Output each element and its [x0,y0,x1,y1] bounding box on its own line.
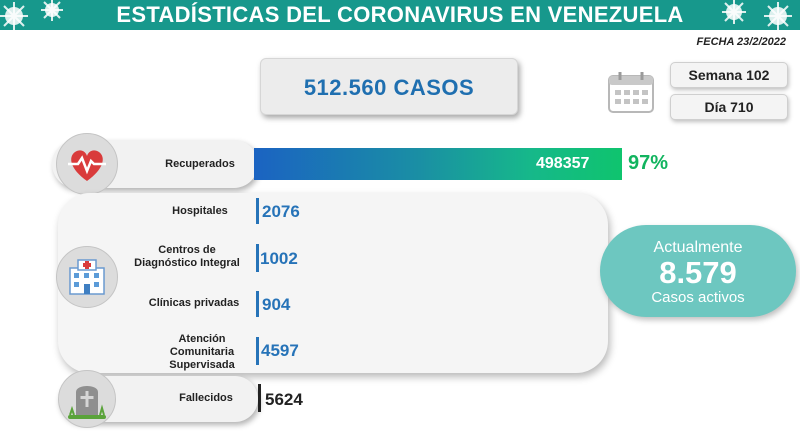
hospital-icon [69,259,105,295]
community-care-marker [256,337,259,365]
hospitals-value: 2076 [262,202,300,221]
facilities-panel [58,193,608,373]
cdi-value: 1002 [260,249,298,268]
active-cases-caption: Actualmente [653,239,743,256]
virus-icon-left [0,0,63,30]
recovered-percent: 97% [628,152,669,174]
cdi-label: Centros de Diagnóstico Integral [134,244,240,269]
recovered-label: Recuperados [165,158,235,170]
facilities-icon-circle [56,246,118,308]
deaths-marker [258,384,261,412]
active-cases-box: Actualmente 8.579 Casos activos [600,225,796,317]
recovered-value: 498357 [536,155,590,172]
total-cases-value: 512.560 CASOS [303,75,475,100]
private-clinics-label: Clínicas privadas [148,297,240,309]
hospitals-label: Hospitales [172,205,228,217]
cdi-marker [256,244,259,272]
community-care-label: Atención Comunitaria Supervisada [169,333,235,371]
heart-pulse-icon [68,150,106,181]
header-banner [0,0,800,30]
page-title: ESTADÍSTICAS DEL CORONAVIRUS EN VENEZUEL… [116,2,684,27]
week-badge: Semana 102 [670,62,788,88]
active-cases-number: 8.579 [659,255,737,290]
recovered-icon-circle [56,133,118,195]
total-cases-box: 512.560 CASOS [260,58,518,115]
calendar-icon [608,72,654,113]
active-cases-subtitle: Casos activos [651,289,745,306]
virus-icon-right [722,0,792,30]
deaths-label: Fallecidos [179,392,233,404]
hospitals-marker [256,198,259,224]
deaths-icon-circle [58,370,116,428]
report-date: FECHA 23/2/2022 [696,36,786,48]
private-clinics-value: 904 [262,295,291,314]
deaths-value: 5624 [265,390,303,409]
recovered-bar [254,148,622,180]
day-badge: Día 710 [670,94,788,120]
community-care-value: 4597 [261,341,299,360]
private-clinics-marker [256,291,259,317]
gravestone-icon [68,386,106,419]
